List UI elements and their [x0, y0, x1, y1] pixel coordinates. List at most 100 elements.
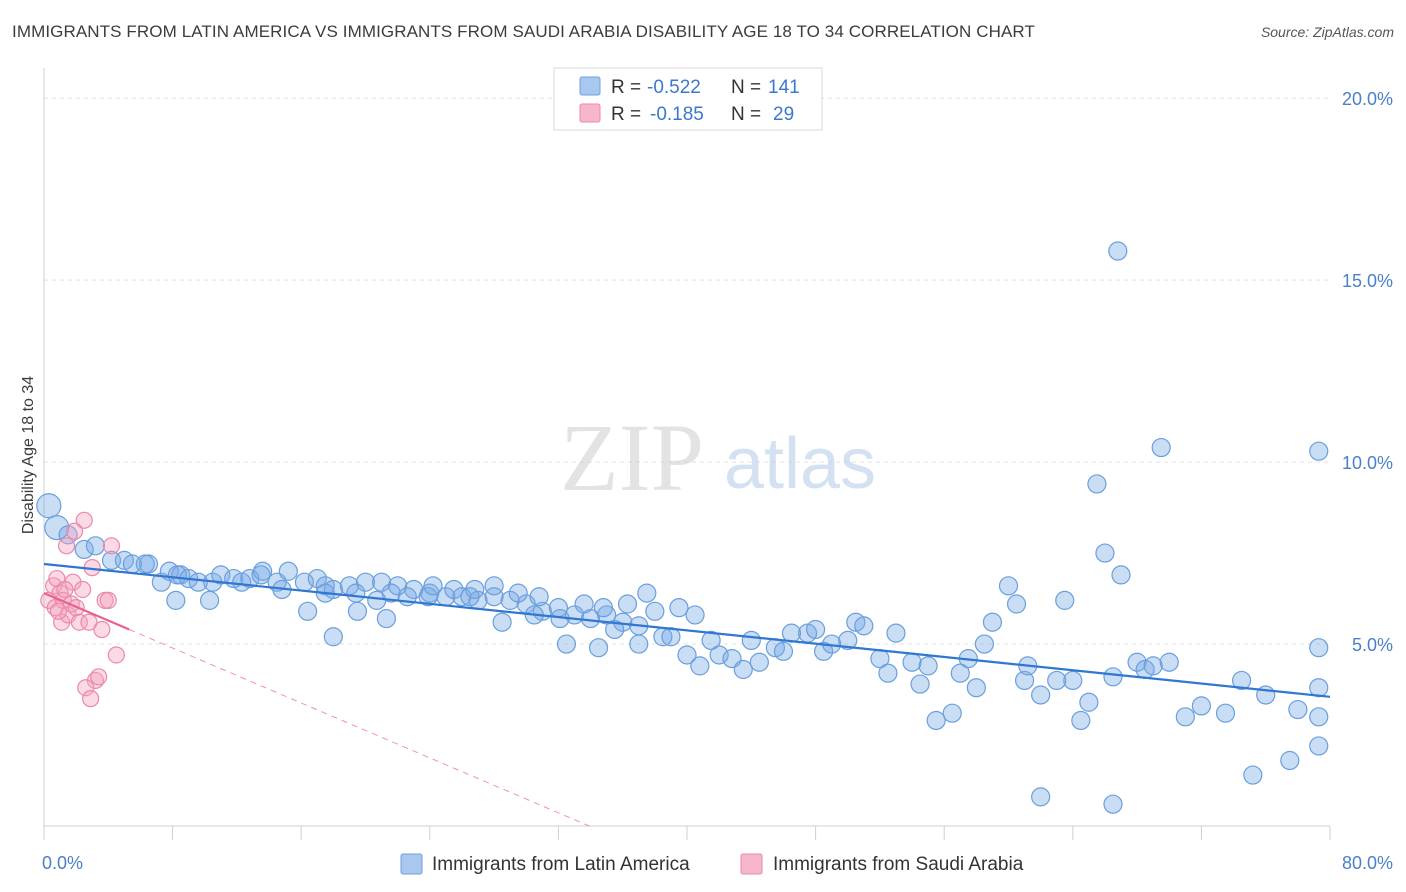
y-tick-label: 20.0%	[1342, 89, 1393, 109]
stats-n-value: 141	[768, 77, 800, 98]
data-point-latin-america	[1280, 750, 1300, 771]
data-point-latin-america	[942, 703, 962, 723]
legend-swatch-latin-america	[400, 853, 423, 875]
data-point-latin-america	[709, 645, 729, 665]
data-point-latin-america	[701, 630, 721, 651]
series-legend: Immigrants from Latin America Immigrants…	[400, 853, 1024, 875]
data-point-latin-america	[253, 561, 273, 581]
data-point-latin-america	[188, 572, 208, 592]
data-point-latin-america	[444, 579, 464, 600]
data-point-latin-america	[307, 568, 327, 589]
data-point-latin-america	[484, 576, 504, 596]
data-point-latin-america	[645, 601, 665, 621]
watermark-atlas: atlas	[724, 424, 876, 504]
data-point-latin-america	[605, 619, 625, 640]
data-point-latin-america	[966, 678, 986, 698]
stats-swatch-latin-america	[579, 76, 601, 96]
data-point-latin-america	[500, 590, 520, 610]
data-point-latin-america	[1151, 437, 1171, 458]
data-point-latin-america	[886, 623, 906, 643]
data-point-latin-america	[418, 587, 438, 607]
data-point-latin-america	[1079, 692, 1099, 712]
trend-lines	[43, 562, 1331, 827]
data-point-saudi-arabia	[77, 679, 95, 697]
data-point-latin-america	[85, 536, 106, 556]
data-point-latin-america	[1014, 670, 1035, 691]
stats-swatch-saudi-arabia	[579, 103, 601, 123]
data-point-latin-america	[323, 627, 343, 647]
trend-extension-saudi-arabia	[129, 629, 590, 827]
data-point-latin-america	[1127, 652, 1147, 672]
data-point-latin-america	[1103, 667, 1123, 687]
data-point-latin-america	[998, 576, 1019, 596]
stats-n-label: N =	[731, 104, 761, 125]
data-point-saudi-arabia	[82, 690, 100, 708]
data-point-latin-america	[773, 641, 794, 661]
data-point-saudi-arabia	[65, 522, 84, 540]
data-point-latin-america	[298, 601, 318, 621]
data-point-latin-america	[278, 561, 298, 581]
data-point-latin-america	[492, 612, 512, 632]
data-point-latin-america	[1063, 670, 1083, 691]
data-point-latin-america	[982, 612, 1003, 632]
data-point-latin-america	[1175, 707, 1195, 727]
data-point-latin-america	[529, 587, 549, 607]
data-point-latin-america	[1103, 794, 1123, 814]
y-tick-label: 5.0%	[1352, 635, 1393, 655]
stats-r-label: R =	[611, 77, 641, 98]
data-point-latin-america	[355, 572, 376, 592]
data-point-latin-america	[1111, 565, 1131, 585]
stats-legend: R = -0.522 N = 141 R = -0.185 N = 29	[553, 67, 823, 131]
data-point-latin-america	[950, 663, 970, 683]
data-point-latin-america	[629, 634, 649, 654]
data-point-latin-america	[749, 652, 769, 672]
data-point-latin-america	[669, 598, 689, 618]
stats-r-value: -0.185	[650, 104, 704, 125]
data-point-latin-america	[838, 630, 858, 651]
stats-n-label: N =	[731, 77, 761, 98]
legend-swatch-saudi-arabia	[740, 853, 763, 875]
data-point-latin-america	[588, 638, 609, 658]
data-point-saudi-arabia	[93, 620, 111, 639]
tick-labels: 5.0% 10.0% 15.0% 20.0% 0.0% 80.0%	[42, 89, 1393, 873]
data-point-latin-america	[1191, 696, 1212, 716]
data-point-latin-america	[1108, 241, 1128, 261]
y-tick-label: 10.0%	[1342, 453, 1393, 473]
data-point-latin-america	[1071, 710, 1091, 731]
series-latin-america-points	[36, 241, 1329, 814]
data-point-latin-america	[902, 652, 922, 672]
data-point-saudi-arabia	[57, 537, 76, 555]
data-point-latin-america	[1095, 543, 1115, 563]
y-tick-label: 15.0%	[1342, 271, 1393, 291]
data-point-saudi-arabia	[70, 613, 88, 631]
legend-label-saudi-arabia: Immigrants from Saudi Arabia	[773, 854, 1024, 875]
data-point-latin-america	[36, 493, 62, 519]
axes	[43, 68, 1331, 840]
data-point-saudi-arabia	[99, 591, 117, 609]
data-point-saudi-arabia	[107, 646, 125, 664]
data-point-latin-america	[1215, 703, 1236, 723]
data-point-latin-america	[376, 608, 396, 629]
data-point-latin-america	[347, 601, 368, 621]
data-point-latin-america	[556, 634, 577, 654]
trend-line-latin-america	[43, 562, 1331, 698]
data-point-latin-america	[593, 598, 614, 618]
x-tick-label: 80.0%	[1342, 853, 1393, 873]
data-point-latin-america	[346, 583, 366, 603]
data-point-latin-america	[1143, 656, 1163, 676]
data-point-latin-america	[508, 583, 528, 603]
watermark-zip: ZIP	[560, 404, 704, 511]
data-point-latin-america	[805, 619, 826, 640]
data-point-saudi-arabia	[80, 613, 98, 631]
data-point-latin-america	[854, 616, 874, 636]
grid-lines	[44, 97, 1330, 645]
data-point-latin-america	[1055, 590, 1075, 610]
stats-r-label: R =	[611, 104, 641, 125]
data-point-latin-america	[685, 605, 705, 625]
data-point-latin-america	[677, 645, 697, 665]
data-point-latin-america	[781, 623, 802, 643]
data-point-latin-america	[1047, 670, 1067, 691]
data-point-latin-america	[211, 565, 231, 585]
data-point-latin-america	[1309, 638, 1329, 658]
